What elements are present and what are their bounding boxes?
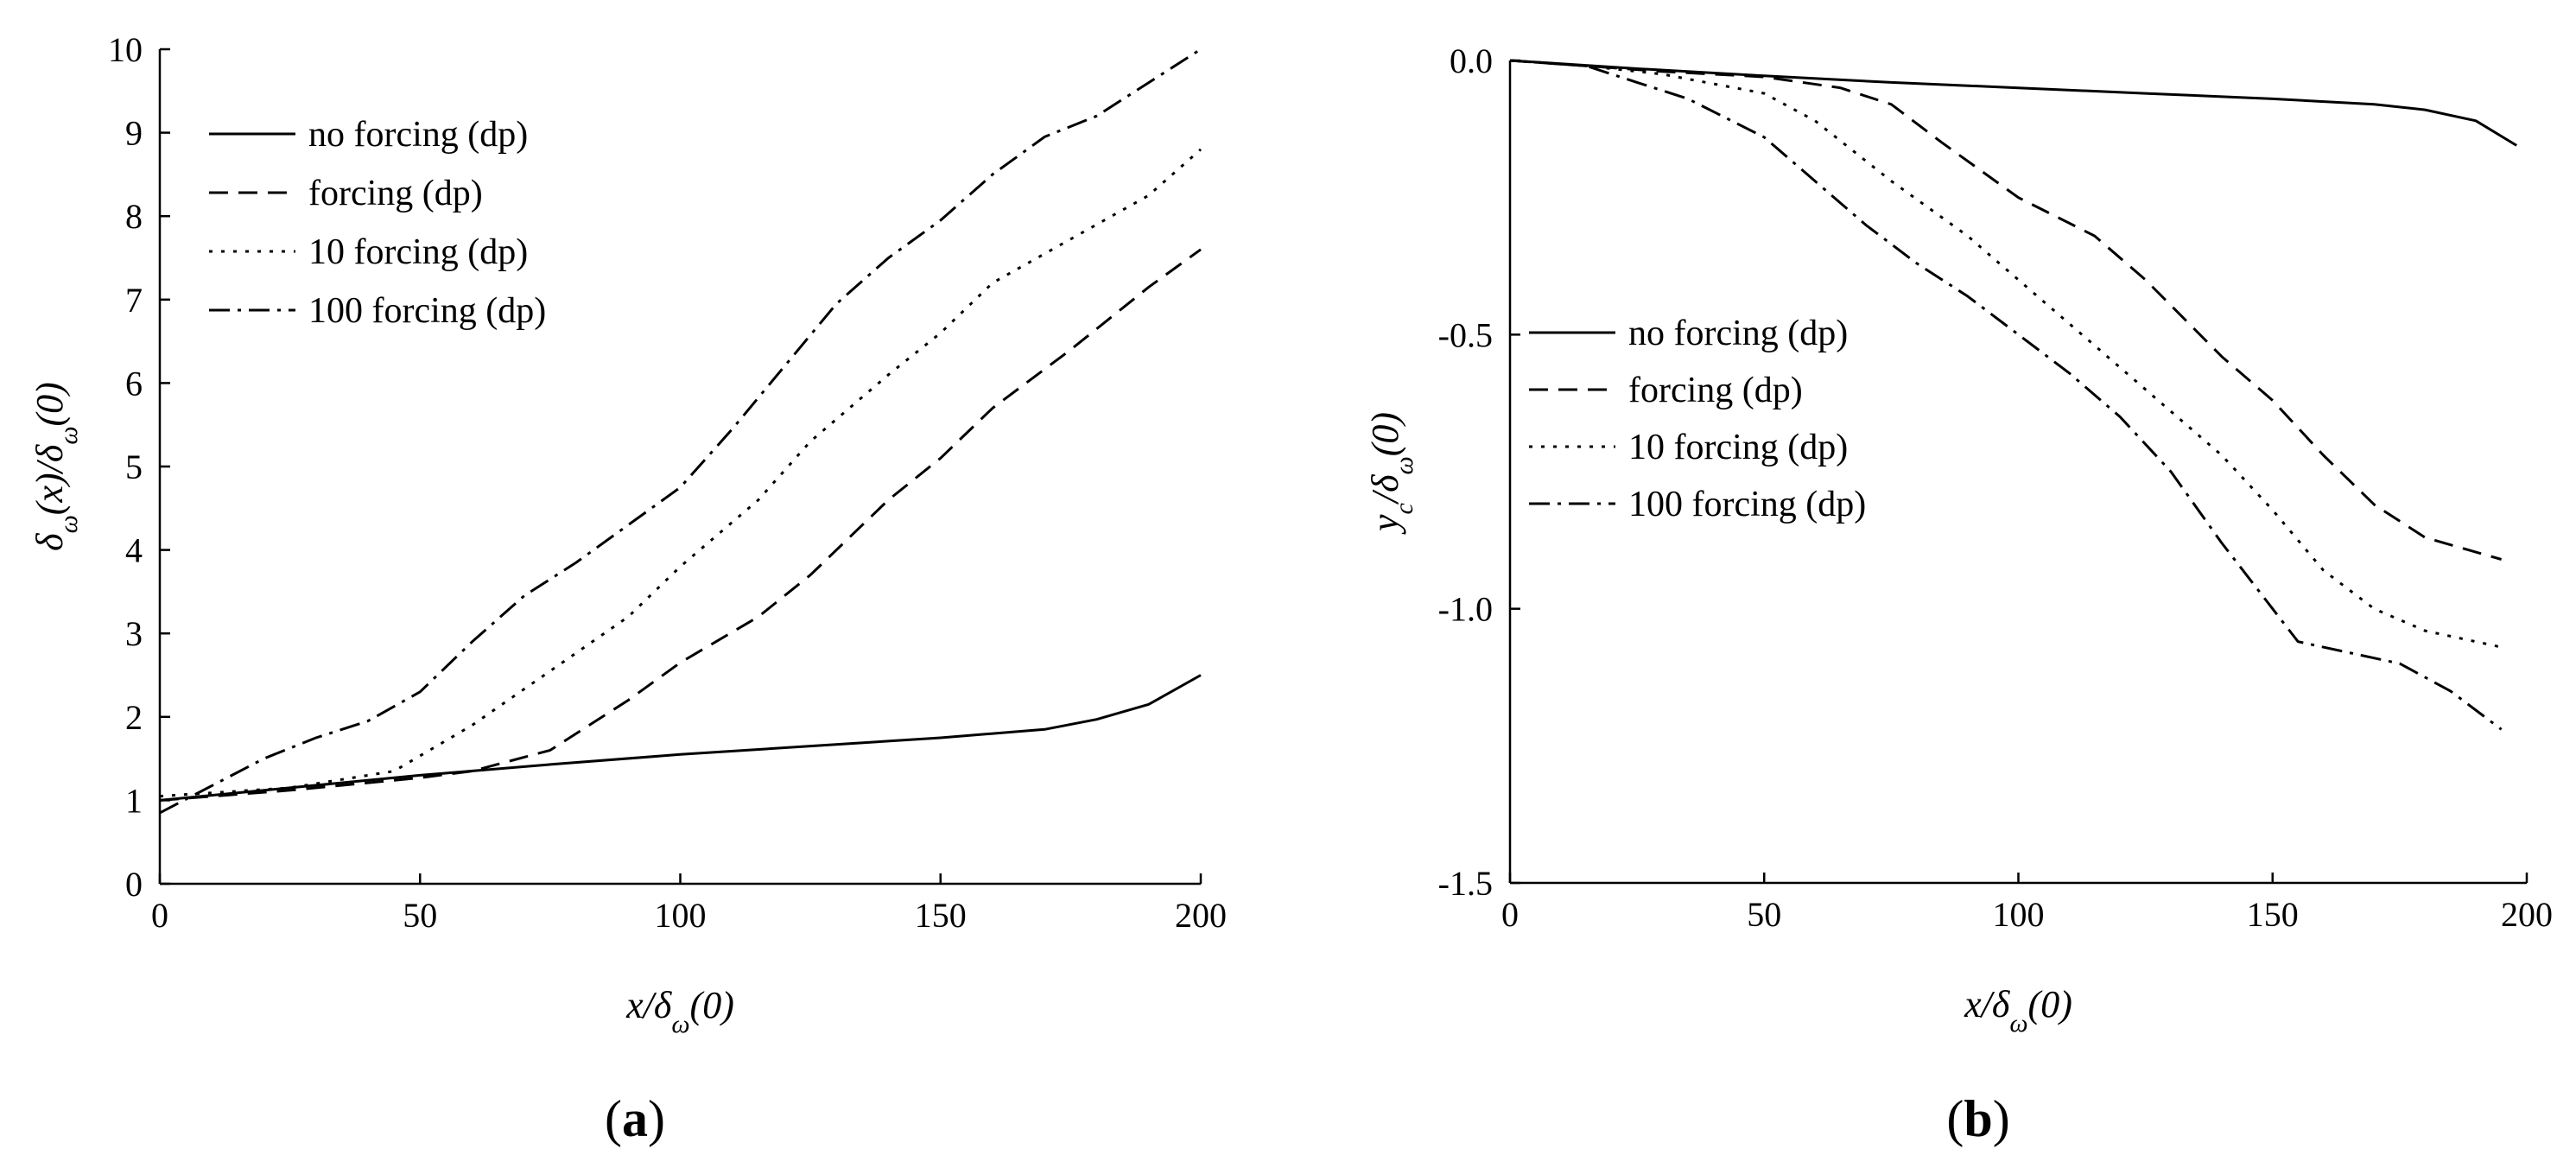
- y-axis-label: δω(x)/δω(0): [29, 382, 83, 551]
- y-tick-label: 8: [125, 197, 143, 236]
- label-symbol: δ: [654, 984, 673, 1026]
- x-tick-label: 50: [403, 896, 437, 935]
- y-tick-label: 1: [125, 781, 143, 820]
- y-tick-label: 2: [125, 698, 143, 737]
- label-part: (0): [2028, 983, 2072, 1025]
- legend-label: forcing (dp): [308, 174, 483, 213]
- series-line-dash-dot: [159, 48, 1202, 815]
- y-tick-label: 0.0: [1450, 41, 1493, 80]
- label-symbol: δ: [1992, 983, 2011, 1025]
- x-tick-label: 200: [2501, 895, 2553, 934]
- series-line-dotted: [159, 148, 1202, 798]
- y-tick-label: 3: [125, 614, 143, 653]
- label-subscript: ω: [1390, 456, 1418, 474]
- label-subscript: ω: [54, 426, 83, 444]
- series-line-solid: [1509, 59, 2517, 147]
- label-symbol: δ: [29, 532, 71, 551]
- label-part: (0): [690, 984, 734, 1026]
- y-tick-label: 5: [125, 448, 143, 486]
- panel-a-chart: 0 50 100 150 200012345678910x/δω(0)δω(x)/δω(…: [29, 30, 1227, 1038]
- panel-b-chart: 0 50 100 150 2000.0-0.5-1.0-1.5x/δω(0)yc/δω(…: [1364, 41, 2553, 1038]
- legend-label: 100 forcing (dp): [1628, 485, 1866, 524]
- x-tick-label: 0: [151, 896, 168, 935]
- legend-label: forcing (dp): [1628, 371, 1803, 410]
- x-tick-label: 50: [1747, 895, 1781, 934]
- x-tick-label: 200: [1175, 896, 1227, 935]
- legend-label: no forcing (dp): [1628, 314, 1848, 353]
- x-tick-label: 0: [1501, 895, 1519, 934]
- y-tick-label: -1.0: [1438, 590, 1493, 629]
- label-part: (x)/: [29, 459, 71, 515]
- panel-a-letter: a: [622, 1090, 648, 1147]
- x-tick-label: 100: [655, 896, 707, 935]
- legend-label: 100 forcing (dp): [308, 291, 546, 331]
- y-tick-label: -0.5: [1438, 315, 1493, 354]
- label-subscript: ω: [2009, 1009, 2027, 1038]
- label-subscript: ω: [54, 515, 83, 533]
- y-tick-label: 9: [125, 114, 143, 153]
- y-axis-label: yc/δω(0): [1364, 412, 1418, 535]
- legend-label: 10 forcing (dp): [308, 232, 528, 272]
- x-tick-label: 150: [2247, 895, 2299, 934]
- label-part: (0): [1364, 412, 1406, 456]
- series-line-dotted: [1509, 59, 2502, 649]
- series-line-solid: [159, 674, 1202, 802]
- series-line-dashed: [1509, 59, 2503, 561]
- x-axis-label: x/δω(0): [625, 984, 734, 1038]
- y-tick-label: -1.5: [1438, 864, 1493, 903]
- label-symbol: δ: [29, 443, 71, 462]
- x-tick-label: 150: [915, 896, 967, 935]
- x-tick-label: 100: [1993, 895, 2045, 934]
- legend-label: no forcing (dp): [308, 115, 528, 155]
- y-tick-label: 6: [125, 364, 143, 403]
- label-subscript: c: [1390, 503, 1418, 514]
- y-tick-label: 7: [125, 281, 143, 320]
- label-part: x/: [1964, 983, 1995, 1025]
- y-tick-label: 4: [125, 531, 143, 570]
- legend-label: 10 forcing (dp): [1628, 428, 1848, 467]
- label-part: /: [1364, 489, 1406, 505]
- series-line-dash-dot: [1509, 59, 2503, 731]
- label-symbol: y: [1364, 514, 1406, 535]
- label-part: (0): [29, 382, 71, 426]
- series-line-dashed: [159, 248, 1202, 802]
- y-tick-label: 10: [108, 30, 143, 69]
- panel-a-label: (a): [605, 1090, 665, 1147]
- label-part: x/: [625, 984, 657, 1026]
- panel-b-label: (b): [1946, 1090, 2009, 1147]
- y-tick-label: 0: [125, 865, 143, 904]
- x-axis-label: x/δω(0): [1964, 983, 2072, 1038]
- label-subscript: ω: [671, 1010, 689, 1038]
- panel-b-letter: b: [1964, 1090, 1992, 1147]
- label-symbol: δ: [1364, 473, 1406, 492]
